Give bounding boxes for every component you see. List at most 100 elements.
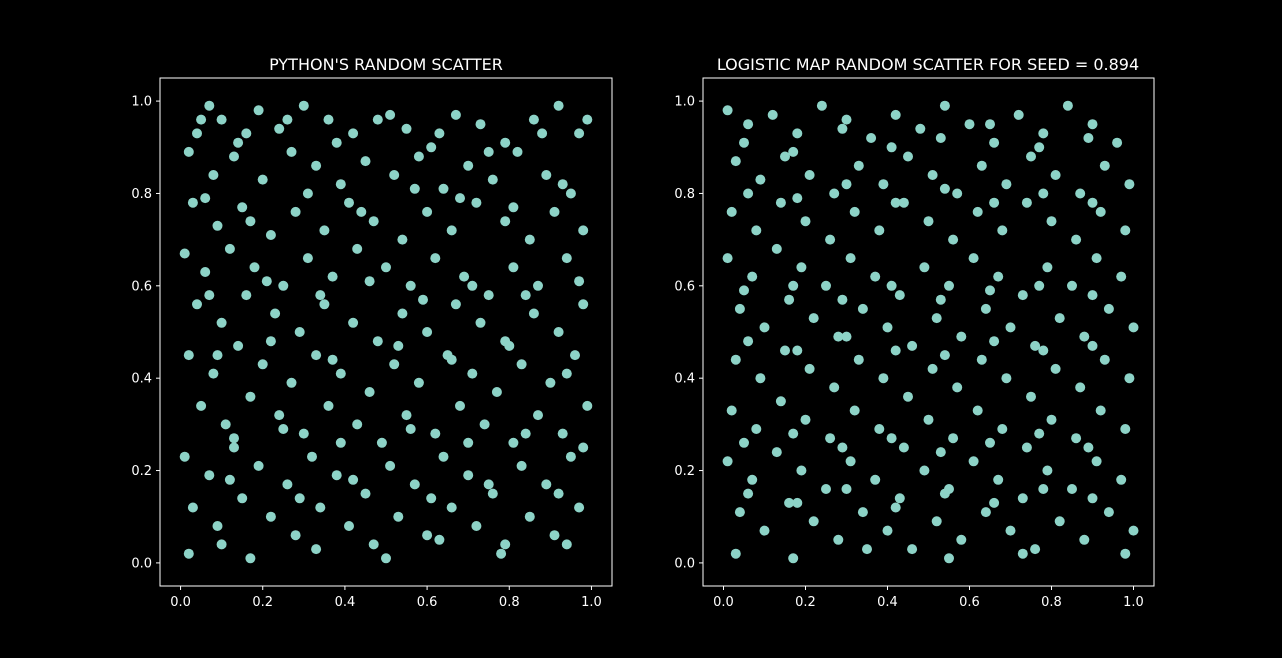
scatter-point [890, 502, 901, 513]
x-tick-label: 0.2 [252, 595, 273, 610]
scatter-point [360, 488, 371, 499]
scatter-point [1042, 262, 1053, 273]
scatter-point [1034, 428, 1045, 439]
scatter-point [726, 405, 737, 416]
scatter-point [1099, 354, 1110, 365]
scatter-point [208, 368, 219, 379]
scatter-point [344, 197, 354, 208]
y-tick-label: 0.0 [674, 556, 695, 571]
scatter-point [216, 317, 227, 328]
scatter-point [508, 262, 519, 273]
scatter-point [393, 340, 404, 351]
scatter-point [401, 410, 412, 421]
scatter-point [233, 340, 244, 351]
scatter-point [204, 290, 215, 301]
scatter-point [1017, 548, 1028, 559]
scatter-point [739, 285, 749, 296]
scatter-point [796, 465, 807, 476]
scatter-point [944, 280, 954, 291]
scatter-point [229, 151, 239, 162]
scatter-point [722, 105, 733, 116]
scatter-point [841, 114, 852, 125]
scatter-point [216, 114, 227, 125]
scatter-point [405, 424, 416, 434]
scatter-point [270, 308, 281, 319]
scatter-point [1030, 340, 1041, 351]
scatter-point [800, 216, 811, 227]
scatter-point [956, 331, 967, 342]
scatter-point [348, 317, 359, 328]
scatter-point [265, 336, 276, 347]
scatter-point [315, 502, 326, 513]
scatter-point [923, 216, 934, 227]
y-tick-label: 0.4 [674, 372, 695, 387]
scatter-point [553, 100, 564, 111]
scatter-point [257, 174, 268, 185]
scatter-point [298, 428, 309, 439]
scatter-point [903, 391, 913, 402]
scatter-point [747, 271, 758, 282]
scatter-point [187, 502, 198, 513]
scatter-point [570, 350, 580, 361]
scatter-point [212, 220, 223, 231]
scatter-point [450, 109, 461, 120]
scatter-point [993, 271, 1004, 282]
scatter-point [788, 146, 799, 157]
scatter-point [450, 299, 461, 310]
scatter-point [944, 553, 954, 564]
scatter-point [1128, 525, 1139, 536]
scatter-point [413, 377, 424, 388]
scatter-point [726, 206, 737, 217]
scatter-point [886, 280, 897, 291]
scatter-point [985, 285, 995, 296]
scatter-point [841, 179, 852, 190]
scatter-point [1026, 391, 1036, 402]
scatter-point [1103, 507, 1114, 518]
scatter-point [257, 359, 268, 370]
scatter-point [964, 119, 975, 130]
scatter-point [496, 548, 507, 559]
scatter-point [804, 170, 815, 180]
scatter-point [241, 290, 252, 301]
scatter-point [561, 539, 572, 550]
scatter-point [952, 188, 963, 199]
scatter-point [196, 400, 207, 411]
scatter-point [935, 447, 946, 458]
scatter-point [980, 507, 991, 518]
scatter-point [759, 525, 770, 536]
scatter-point [734, 303, 745, 314]
scatter-point [315, 290, 326, 301]
scatter-point [204, 470, 215, 481]
scatter-point [989, 336, 1000, 347]
scatter-point [1116, 474, 1127, 485]
scatter-point [212, 521, 223, 531]
scatter-point [302, 188, 313, 199]
scatter-point [1120, 548, 1131, 559]
scatter-point [870, 474, 881, 485]
scatter-point [385, 460, 396, 471]
scatter-point [220, 419, 231, 430]
scatter-point [541, 479, 552, 490]
scatter-point [335, 368, 346, 379]
scatter-point [348, 128, 359, 139]
x-tick-label: 0.8 [1041, 595, 1062, 610]
scatter-point [853, 354, 864, 365]
scatter-point [557, 179, 568, 190]
scatter-point [931, 313, 942, 324]
scatter-point [775, 396, 786, 407]
scatter-point [294, 327, 305, 337]
scatter-point [512, 146, 523, 157]
scatter-point [319, 299, 330, 310]
scatter-point [413, 151, 424, 162]
scatter-point [471, 197, 482, 208]
y-axis: 0.0 0.2 0.4 0.6 0.8 1.0 [674, 95, 703, 571]
scatter-point [874, 225, 885, 236]
scatter-point [771, 447, 782, 458]
scatter-point [853, 160, 864, 171]
scatter-point [755, 373, 766, 384]
scatter-point [261, 276, 272, 287]
scatter-point [833, 331, 844, 342]
scatter-point [743, 488, 754, 499]
x-tick-label: 0.2 [795, 595, 816, 610]
